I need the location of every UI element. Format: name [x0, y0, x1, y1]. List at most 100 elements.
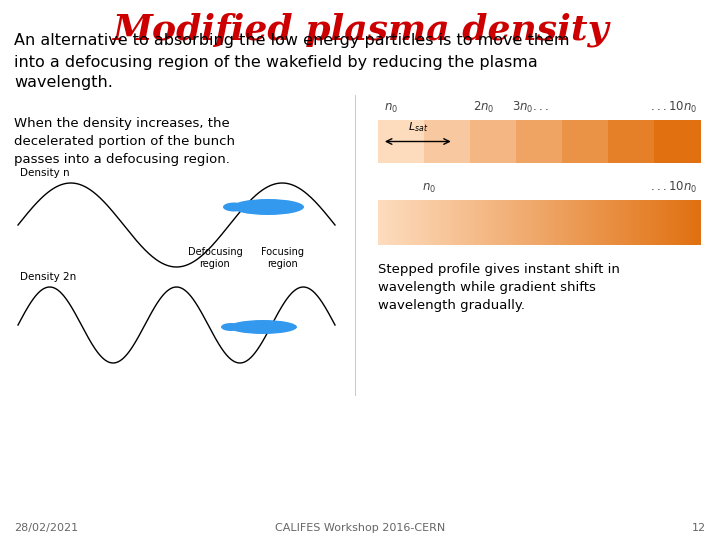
Bar: [563, 200, 565, 245]
Bar: [452, 200, 454, 245]
Bar: [562, 120, 608, 163]
Bar: [436, 200, 438, 245]
Bar: [487, 200, 490, 245]
Bar: [442, 200, 444, 245]
Bar: [602, 200, 604, 245]
Bar: [698, 200, 701, 245]
Bar: [431, 200, 433, 245]
Text: $n_0$: $n_0$: [384, 102, 398, 115]
Bar: [542, 200, 544, 245]
Bar: [645, 200, 647, 245]
Text: $L_{sat}$: $L_{sat}$: [408, 121, 428, 134]
Bar: [610, 200, 612, 245]
Bar: [410, 200, 413, 245]
Bar: [520, 200, 522, 245]
Bar: [576, 200, 578, 245]
Bar: [387, 200, 390, 245]
Bar: [492, 200, 495, 245]
Bar: [607, 200, 608, 245]
Bar: [680, 200, 683, 245]
Ellipse shape: [232, 199, 304, 215]
Bar: [552, 200, 554, 245]
Bar: [657, 200, 659, 245]
Bar: [424, 120, 470, 163]
Text: When the density increases, the
decelerated portion of the bunch
passes into a d: When the density increases, the decelera…: [14, 118, 235, 166]
Bar: [603, 200, 606, 245]
Bar: [478, 200, 480, 245]
Bar: [544, 200, 546, 245]
Bar: [647, 200, 649, 245]
Bar: [390, 200, 392, 245]
Bar: [629, 200, 631, 245]
Bar: [650, 200, 652, 245]
Bar: [696, 200, 697, 245]
Bar: [670, 200, 672, 245]
Bar: [446, 200, 448, 245]
Bar: [575, 200, 577, 245]
Bar: [687, 200, 689, 245]
Bar: [499, 200, 501, 245]
Bar: [392, 200, 395, 245]
Text: $...10n_0$: $...10n_0$: [650, 180, 697, 195]
Bar: [639, 200, 641, 245]
Bar: [663, 200, 665, 245]
Bar: [528, 200, 530, 245]
Text: Focusing
region: Focusing region: [261, 247, 305, 268]
Bar: [623, 200, 625, 245]
Bar: [562, 200, 564, 245]
Bar: [588, 200, 590, 245]
Text: Density 2n: Density 2n: [20, 272, 76, 282]
Bar: [621, 200, 624, 245]
Bar: [516, 120, 562, 163]
Bar: [600, 200, 603, 245]
Bar: [524, 200, 526, 245]
Bar: [381, 200, 383, 245]
Text: 28/02/2021: 28/02/2021: [14, 523, 78, 533]
Bar: [447, 200, 449, 245]
Bar: [611, 200, 613, 245]
Bar: [425, 200, 427, 245]
Bar: [613, 200, 615, 245]
Bar: [616, 200, 618, 245]
Bar: [497, 200, 499, 245]
Bar: [598, 200, 600, 245]
Bar: [464, 200, 465, 245]
Bar: [408, 200, 410, 245]
Bar: [660, 200, 662, 245]
Bar: [626, 200, 628, 245]
Bar: [433, 200, 435, 245]
Bar: [536, 200, 538, 245]
Bar: [503, 200, 505, 245]
Text: 12: 12: [692, 523, 706, 533]
Text: $...10n_0$: $...10n_0$: [650, 100, 697, 115]
Ellipse shape: [229, 320, 297, 334]
Bar: [683, 200, 685, 245]
Bar: [624, 200, 626, 245]
Bar: [679, 200, 681, 245]
Bar: [500, 200, 503, 245]
Bar: [486, 200, 488, 245]
Bar: [678, 200, 680, 245]
Bar: [534, 200, 536, 245]
Bar: [546, 200, 547, 245]
Bar: [615, 200, 617, 245]
Bar: [513, 200, 516, 245]
Bar: [521, 200, 523, 245]
Bar: [697, 200, 699, 245]
Bar: [592, 200, 594, 245]
Bar: [451, 200, 453, 245]
Bar: [434, 200, 436, 245]
Bar: [589, 200, 591, 245]
Bar: [399, 200, 401, 245]
Bar: [459, 200, 461, 245]
Bar: [674, 200, 676, 245]
Bar: [439, 200, 441, 245]
Bar: [467, 200, 469, 245]
Bar: [449, 200, 451, 245]
Bar: [692, 200, 694, 245]
Bar: [671, 200, 673, 245]
Bar: [480, 200, 482, 245]
Bar: [454, 200, 456, 245]
Bar: [465, 200, 467, 245]
Bar: [652, 200, 654, 245]
